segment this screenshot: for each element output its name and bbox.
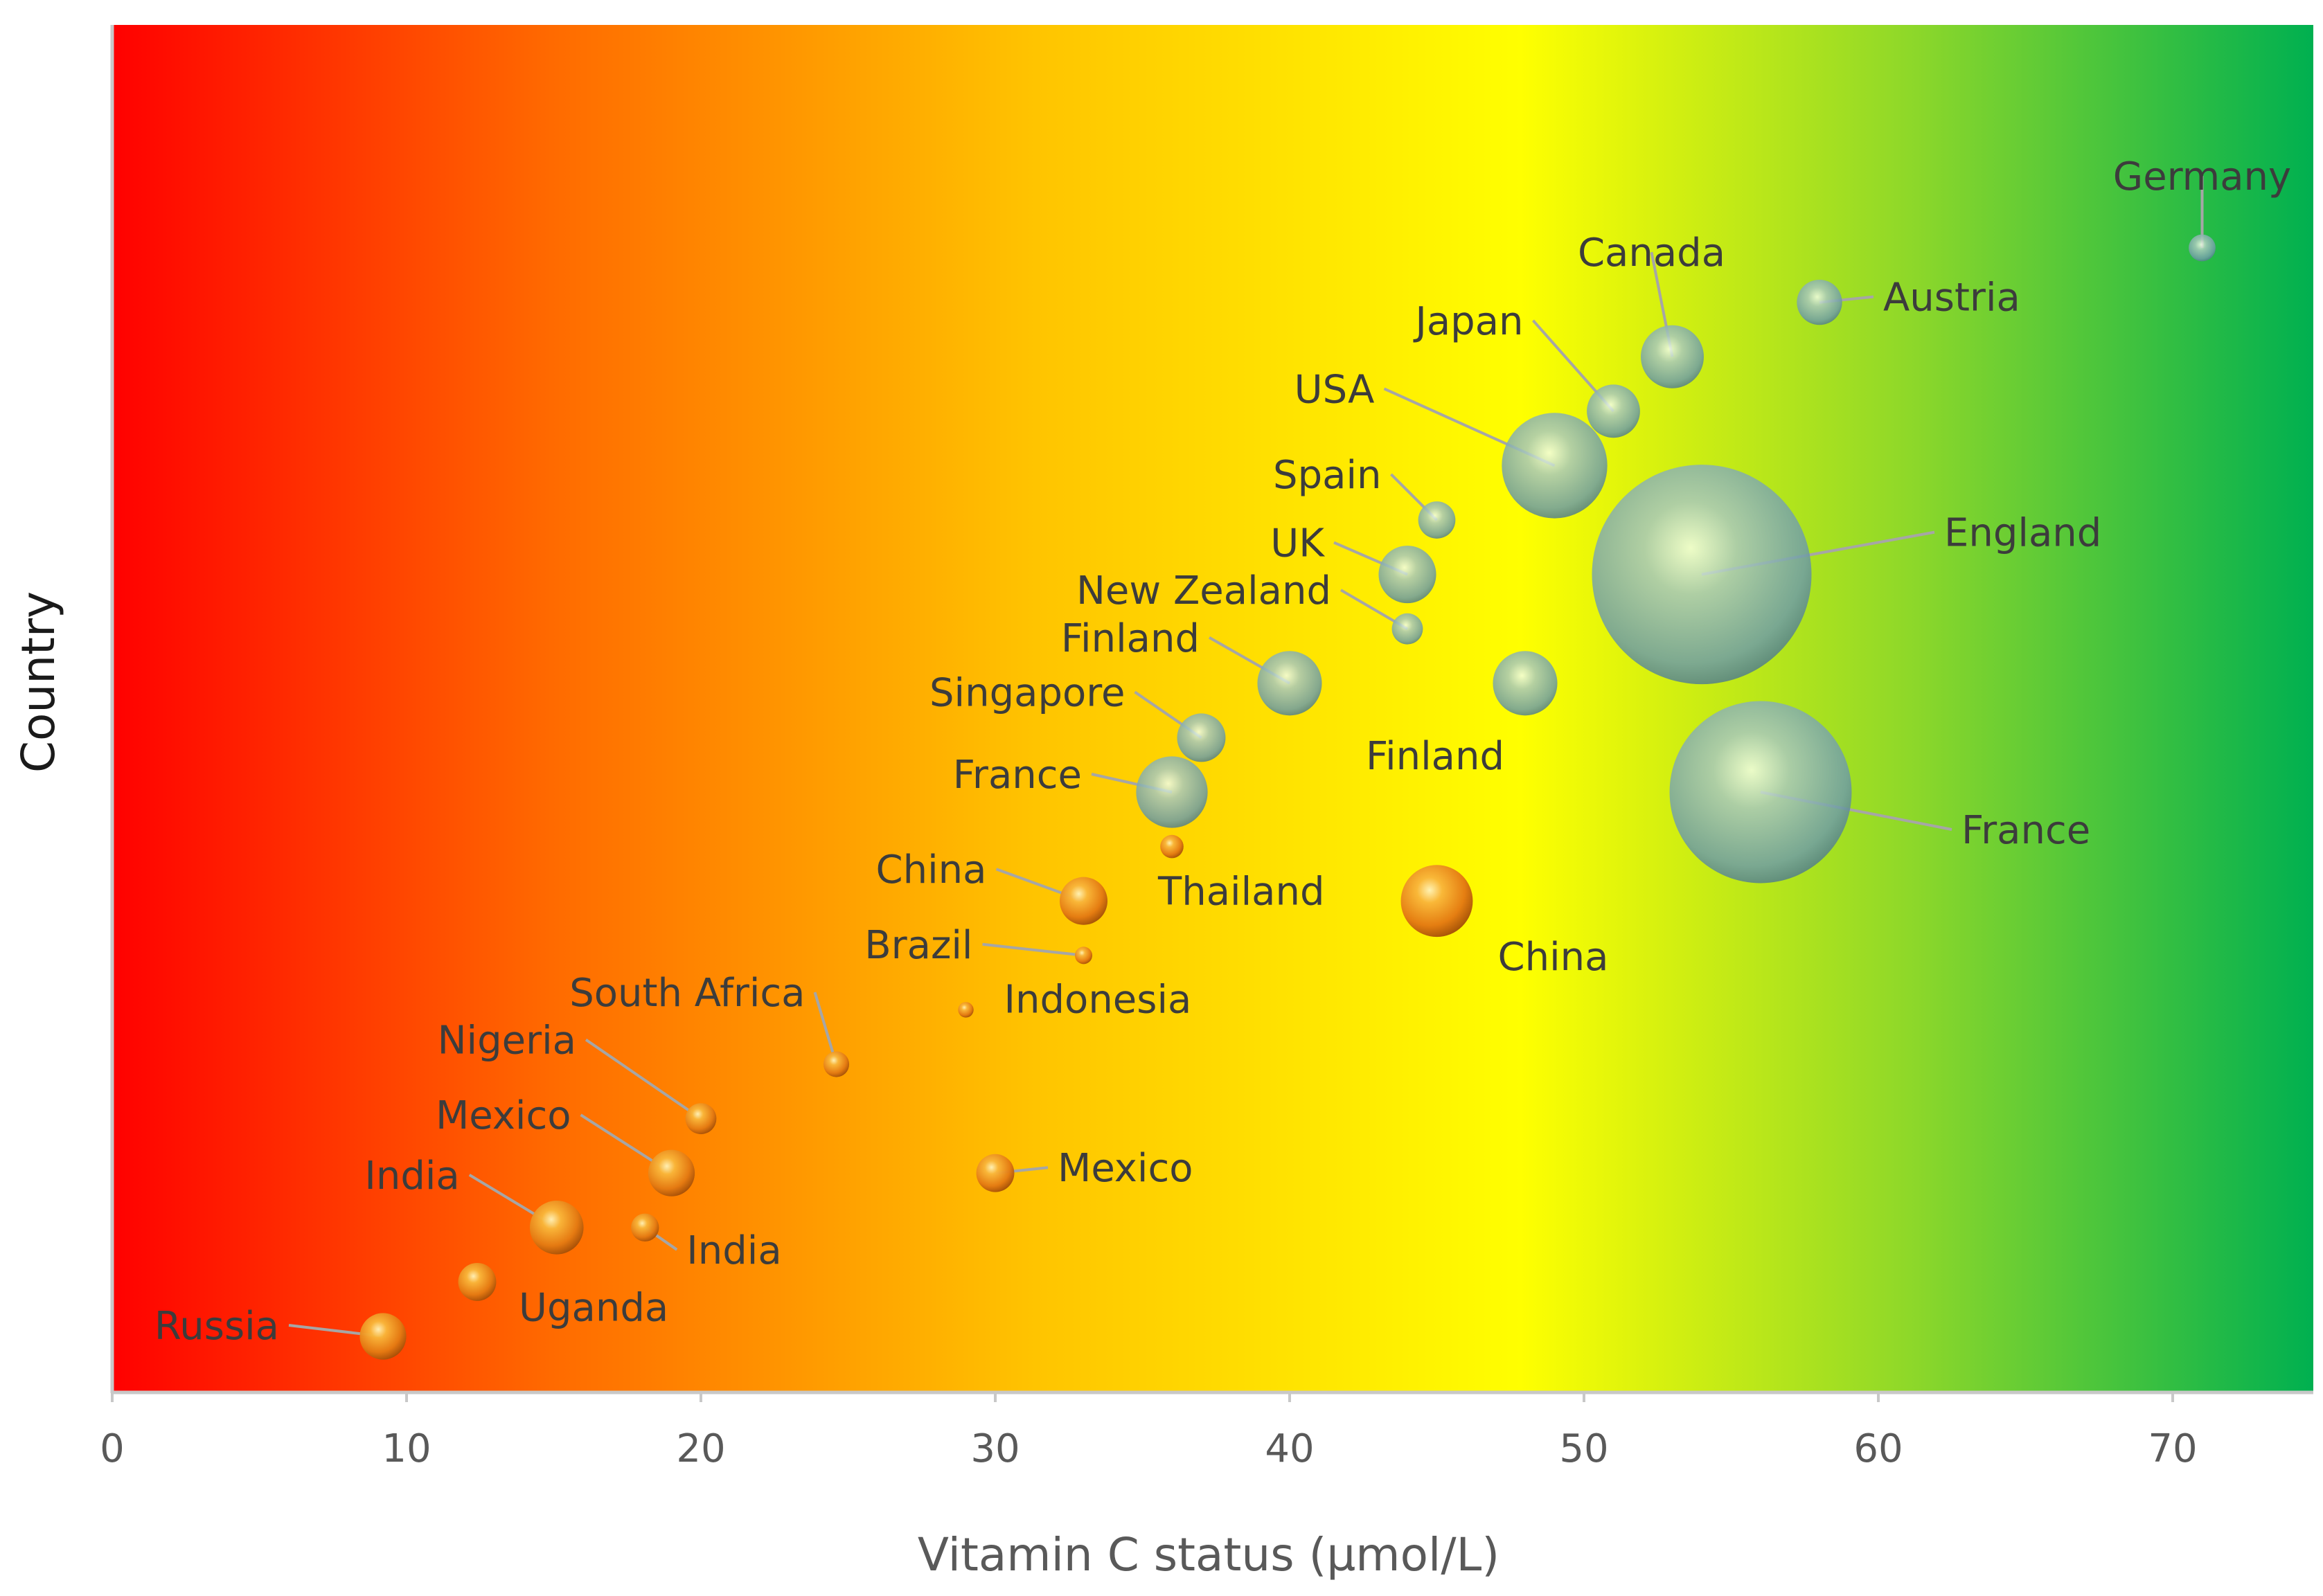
data-label-germany: Germany: [2113, 154, 2291, 199]
data-label-austria: Austria: [1883, 276, 2020, 321]
x-tick-label: 60: [1853, 1426, 1903, 1471]
leader-line: [585, 1038, 702, 1120]
orange-bubbles: [359, 834, 1473, 1360]
y-axis-title: Country: [12, 591, 65, 773]
bubble-england: [1592, 465, 1812, 685]
data-label-india: India: [364, 1154, 459, 1199]
data-label-south-africa: South Africa: [569, 971, 805, 1016]
bubble-austria: [1797, 279, 1842, 325]
data-label-china: China: [1498, 935, 1609, 980]
data-label-finland: Finland: [1061, 616, 1200, 661]
bubble-new-zealand: [1391, 613, 1423, 645]
data-label-new-zealand: New Zealand: [1076, 568, 1331, 613]
data-label-finland: Finland: [1366, 734, 1504, 779]
data-label-uk: UK: [1270, 521, 1325, 566]
bubble-mexico: [648, 1149, 695, 1196]
plot-background: [111, 25, 2313, 1392]
bubble-south-africa: [823, 1051, 850, 1077]
data-label-singapore: Singapore: [929, 670, 1125, 715]
bubble-france: [1669, 701, 1852, 884]
x-tick-label: 70: [2148, 1426, 2197, 1471]
leader-line: [982, 942, 1084, 957]
bubble-russia: [359, 1313, 407, 1360]
bubble-japan: [1587, 384, 1640, 438]
bubble-mexico: [976, 1154, 1015, 1192]
bubble-thailand: [1160, 834, 1184, 859]
data-label-nigeria: Nigeria: [438, 1019, 576, 1064]
data-label-mexico: Mexico: [436, 1093, 571, 1138]
bubble-china: [1400, 865, 1473, 938]
bubble-finland: [1257, 651, 1322, 716]
x-tick-label: 20: [676, 1426, 725, 1471]
bubble-china: [1059, 877, 1108, 925]
teal-bubbles: [1136, 234, 2216, 884]
bubble-india: [631, 1213, 659, 1241]
data-label-france: France: [1961, 808, 2090, 853]
x-tick-label: 50: [1559, 1426, 1608, 1471]
data-label-china: China: [876, 848, 987, 893]
bubble-finland: [1493, 651, 1558, 716]
x-tick-label: 10: [382, 1426, 431, 1471]
bubble-india: [529, 1201, 584, 1255]
bubble-spain: [1418, 501, 1456, 539]
bubble-uk: [1378, 546, 1436, 604]
bubble-singapore: [1177, 713, 1226, 762]
data-label-spain: Spain: [1273, 453, 1381, 498]
data-label-india: India: [686, 1228, 781, 1273]
x-tick-label: 0: [100, 1426, 125, 1471]
bubble-labels: Russia Uganda India India Mexico NigeriaSouth…: [154, 154, 2291, 1349]
x-tick-label: 40: [1265, 1426, 1314, 1471]
bubble-uganda: [458, 1262, 497, 1301]
data-label-uganda: Uganda: [519, 1285, 668, 1330]
data-label-france: France: [953, 753, 1082, 798]
data-label-russia: Russia: [154, 1304, 279, 1349]
data-label-brazil: Brazil: [864, 923, 972, 968]
x-axis-ticks: 0 10 20 30 40 50 60 70: [100, 1392, 2198, 1471]
bubble-nigeria: [685, 1103, 717, 1134]
x-axis-title: Vitamin C status (µmol/L): [918, 1528, 1499, 1581]
x-tick-label: 30: [970, 1426, 1020, 1471]
bubble-indonesia: [958, 1002, 974, 1018]
data-label-canada: Canada: [1578, 231, 1725, 276]
data-label-indonesia: Indonesia: [1004, 977, 1192, 1022]
data-label-usa: USA: [1294, 367, 1375, 412]
data-label-thailand: Thailand: [1157, 870, 1325, 915]
data-label-japan: Japan: [1413, 299, 1523, 344]
data-label-mexico: Mexico: [1058, 1146, 1193, 1191]
bubble-brazil: [1074, 947, 1093, 965]
bubble-canada: [1641, 325, 1704, 388]
bubble-germany: [2189, 234, 2216, 262]
bubble-france: [1136, 756, 1208, 828]
bubble-usa: [1502, 413, 1608, 519]
data-label-england: England: [1944, 511, 2101, 556]
